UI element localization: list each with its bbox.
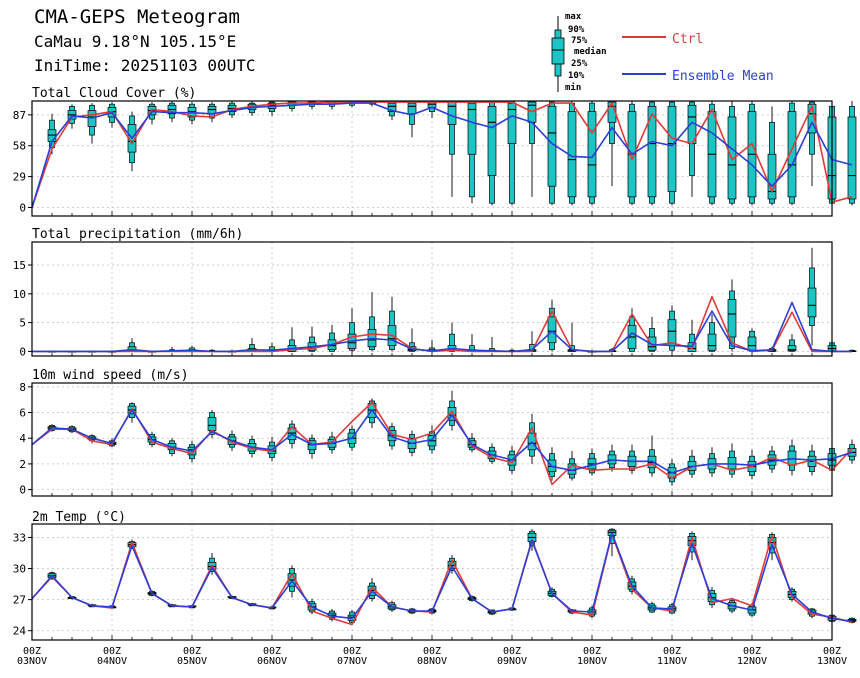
box-quartile-range [748,337,756,350]
ensemble-box [668,305,676,351]
ensemble-box [208,102,216,122]
y-tick-label: 2 [19,458,26,471]
y-tick-label: 30 [13,563,26,576]
panel-title-cloud: Total Cloud Cover (%) [32,86,196,101]
x-tick-label-date: 12NOV [737,656,767,667]
box-quartile-range [708,334,716,350]
y-tick-label: 4 [19,432,26,445]
panel-title-wind: 10m wind speed (m/s) [32,368,189,383]
ensemble-box [308,434,316,458]
y-tick-label: 8 [19,381,26,394]
ensemble-box [728,443,736,478]
y-tick-label: 24 [13,625,27,638]
ensemble-box [688,101,696,197]
x-tick-label-date: 07NOV [337,656,367,667]
box-quartile-range [808,288,816,317]
ensemble-box [388,297,396,352]
box-quartile-range [728,300,736,337]
y-tick-label: 58 [13,140,26,153]
ensemble-box [748,328,756,351]
x-tick-label-date: 04NOV [97,656,127,667]
ensemble-box [488,337,496,351]
ensemble-box [848,101,856,205]
ensemble-box [468,433,476,452]
panel-title-precip: Total precipitation (mm/6h) [32,227,243,242]
ensemble-box [528,414,536,464]
x-tick-label-date: 13NOV [817,656,847,667]
ensemble-box [448,323,456,352]
x-tick-label-date: 03NOV [17,656,47,667]
ensemble-box [788,334,796,351]
x-tick-label-date: 08NOV [417,656,447,667]
ensemble-box [468,334,476,351]
ensemble-box [608,101,616,186]
ensemble-box [608,445,616,472]
ensemble-box [328,325,336,351]
y-tick-label: 6 [19,407,26,420]
meteogram-chart: Total Cloud Cover (%)0295887Total precip… [0,0,860,678]
y-tick-label: 10 [13,288,26,301]
ensemble-box [688,450,696,478]
ensemble-box [668,101,676,205]
box-quartile-range [468,103,476,154]
box-quartile-range [408,103,416,114]
ensemble-box [648,436,656,477]
ensemble-box [428,340,436,352]
ensemble-box [128,112,136,172]
panel-wind: 10m wind speed (m/s) 0 2 4 6 8 [19,368,856,497]
box-quartile-range [208,418,216,431]
x-tick-label-date: 11NOV [657,656,687,667]
box-quartile-range [668,106,676,191]
ensemble-box [528,331,536,351]
ensemble-box [808,248,816,346]
y-tick-label: 0 [19,345,26,358]
ensemble-box [588,448,596,475]
x-tick-label-date: 05NOV [177,656,207,667]
ensemble-box [408,101,416,137]
box-quartile-range [548,317,556,343]
ensemble-box [548,101,556,205]
ensemble-box [468,101,476,203]
y-tick-label: 5 [19,317,26,330]
box-quartile-range [668,320,676,346]
panel-cloud: Total Cloud Cover (%) 0 29 58 87 [13,86,856,216]
ensemble-box [748,101,756,205]
ensemble-box [528,101,536,197]
ensemble-box [268,101,276,116]
box-quartile-range [448,102,456,124]
ensemble-box [88,103,96,143]
ensemble-box [348,308,356,351]
y-tick-label: 33 [13,531,26,544]
y-tick-label: 29 [13,171,26,184]
ensemble-box [568,101,576,205]
x-tick-label-date: 09NOV [497,656,527,667]
y-tick-label: 27 [13,594,26,607]
y-tick-label: 0 [19,201,26,214]
x-tick-label-date: 06NOV [257,656,287,667]
ensemble-box [788,440,796,476]
y-tick-label: 87 [13,109,26,122]
panel-title-temp: 2m Temp (°C) [32,510,126,525]
box-quartile-range [488,106,496,175]
panel-frame [32,524,832,640]
ensemble-box [548,300,556,352]
ctrl-line [32,534,852,624]
panel-precip: Total precipitation (mm/6h) 0 5 10 15 [13,227,856,358]
ensemble-box [368,292,376,351]
panel-temp: 2m Temp (°C) 24 27 30 33 [13,510,856,640]
x-tick-label-date: 10NOV [577,656,607,667]
y-tick-label: 15 [13,259,26,272]
ensemble-box [488,101,496,205]
ensemble-mean-line [32,410,852,473]
y-tick-label: 0 [19,484,26,497]
box-quartile-range [848,117,856,199]
ensemble-box [708,447,716,477]
ctrl-line [32,402,852,484]
ensemble-box [708,314,716,351]
ensemble-box [428,101,436,118]
